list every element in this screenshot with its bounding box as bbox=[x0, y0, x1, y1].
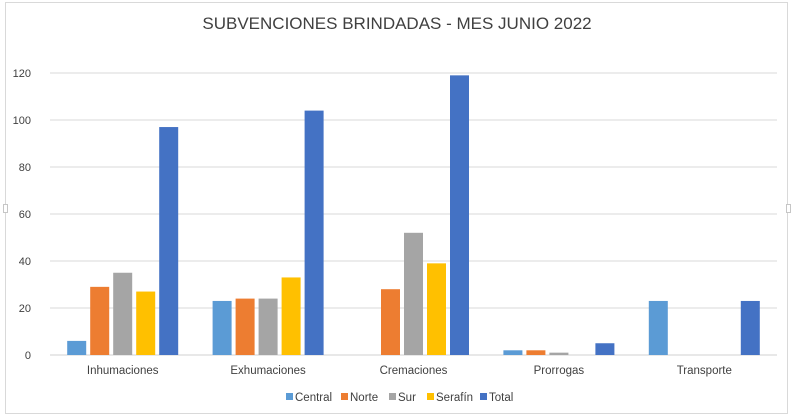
bar-central-exhumaciones bbox=[212, 300, 232, 355]
x-category-label: Transporte bbox=[677, 365, 732, 377]
x-category-label: Cremaciones bbox=[380, 365, 448, 377]
legend: Central Norte Sur Serafín Total bbox=[286, 392, 513, 404]
bar-total-exhumaciones bbox=[304, 110, 324, 355]
y-axis: 0 20 40 60 80 100 120 bbox=[13, 68, 31, 362]
y-tick-label: 100 bbox=[13, 115, 31, 127]
bar-total-prorrogas bbox=[595, 343, 615, 355]
bar-central-prorrogas bbox=[503, 350, 523, 355]
bar-total-transporte bbox=[740, 300, 760, 355]
y-tick-label: 40 bbox=[19, 256, 31, 268]
legend-label: Norte bbox=[350, 392, 378, 404]
bar-norte-prorrogas bbox=[526, 350, 546, 355]
resize-handle-right[interactable] bbox=[786, 204, 791, 213]
legend-swatch bbox=[480, 393, 487, 400]
bars bbox=[67, 75, 760, 355]
bar-total-cremaciones bbox=[450, 75, 469, 355]
legend-swatch bbox=[286, 393, 293, 400]
y-tick-label: 80 bbox=[19, 162, 31, 174]
legend-label: Central bbox=[295, 392, 332, 404]
y-tick-label: 60 bbox=[19, 209, 31, 221]
x-axis: Inhumaciones Exhumaciones Cremaciones Prorr… bbox=[87, 365, 732, 377]
legend-swatch bbox=[427, 393, 434, 400]
bar-sur-prorrogas bbox=[549, 352, 569, 355]
bar-central-transporte bbox=[648, 300, 668, 355]
bar-seraf-n-cremaciones bbox=[427, 263, 446, 355]
bar-norte-cremaciones bbox=[381, 289, 400, 355]
bar-central-inhumaciones bbox=[67, 340, 87, 355]
bar-sur-exhumaciones bbox=[258, 298, 278, 355]
bar-norte-exhumaciones bbox=[235, 298, 255, 355]
y-tick-label: 0 bbox=[25, 350, 31, 362]
chart-title: SUBVENCIONES BRINDADAS - MES JUNIO 2022 bbox=[202, 14, 591, 33]
bar-sur-cremaciones bbox=[404, 232, 423, 355]
x-category-label: Exhumaciones bbox=[230, 365, 306, 377]
bar-seraf-n-inhumaciones bbox=[136, 291, 156, 355]
y-tick-label: 120 bbox=[13, 68, 31, 80]
legend-label: Total bbox=[489, 392, 513, 404]
x-category-label: Inhumaciones bbox=[87, 365, 159, 377]
bar-norte-inhumaciones bbox=[90, 286, 110, 355]
legend-label: Serafín bbox=[436, 392, 473, 404]
legend-swatch bbox=[341, 393, 348, 400]
resize-handle-left[interactable] bbox=[3, 204, 8, 213]
x-category-label: Prorrogas bbox=[534, 365, 585, 377]
y-tick-label: 20 bbox=[19, 303, 31, 315]
bar-total-inhumaciones bbox=[159, 127, 179, 355]
bar-sur-inhumaciones bbox=[113, 272, 133, 355]
legend-swatch bbox=[389, 393, 396, 400]
legend-label: Sur bbox=[398, 392, 416, 404]
bar-seraf-n-exhumaciones bbox=[281, 277, 301, 355]
